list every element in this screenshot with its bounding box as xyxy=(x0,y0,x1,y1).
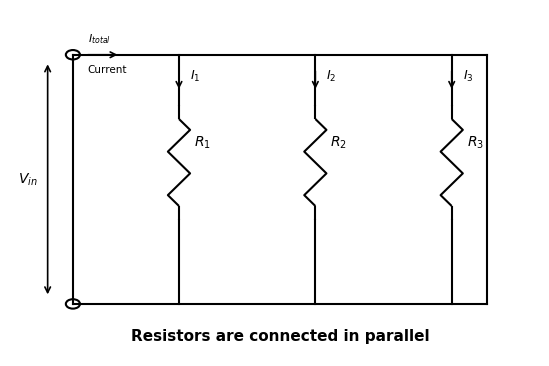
Text: $I_3$: $I_3$ xyxy=(463,69,473,84)
Text: $I_1$: $I_1$ xyxy=(190,69,200,84)
Text: $I_{total}$: $I_{total}$ xyxy=(87,33,110,46)
Text: Resistors are connected in parallel: Resistors are connected in parallel xyxy=(131,329,429,344)
Text: $I_2$: $I_2$ xyxy=(327,69,337,84)
Text: $R_1$: $R_1$ xyxy=(194,134,211,150)
Text: Current: Current xyxy=(87,65,127,75)
Text: $R_3$: $R_3$ xyxy=(467,134,484,150)
Text: $V_{in}$: $V_{in}$ xyxy=(18,171,37,187)
Text: $R_2$: $R_2$ xyxy=(330,134,348,150)
